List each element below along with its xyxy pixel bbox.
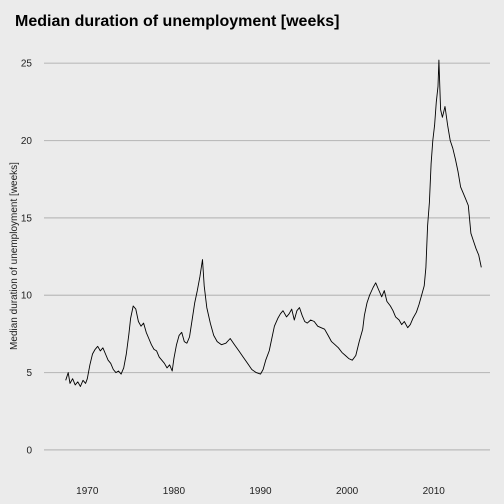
x-tick-label: 1990 — [249, 486, 272, 497]
y-tick-label: 10 — [21, 291, 33, 302]
grid-lines — [44, 62, 490, 451]
data-series — [65, 59, 482, 387]
y-axis-label: Median duration of unemployment [weeks] — [9, 162, 20, 350]
x-tick-label: 1970 — [76, 486, 99, 497]
chart-title: Median duration of unemployment [weeks] — [15, 13, 339, 30]
series-line-0 — [65, 59, 482, 387]
y-tick-label: 0 — [26, 445, 32, 456]
x-tick-label: 2000 — [336, 486, 359, 497]
y-tick-label: 5 — [26, 368, 32, 379]
tick-labels: 0 5 10 15 20 25 1970 1980 1990 2000 2010 — [21, 59, 445, 497]
x-tick-label: 2010 — [423, 486, 446, 497]
y-tick-label: 20 — [21, 136, 33, 147]
x-tick-label: 1980 — [163, 486, 186, 497]
y-tick-label: 15 — [21, 213, 33, 224]
y-tick-label: 25 — [21, 59, 33, 70]
